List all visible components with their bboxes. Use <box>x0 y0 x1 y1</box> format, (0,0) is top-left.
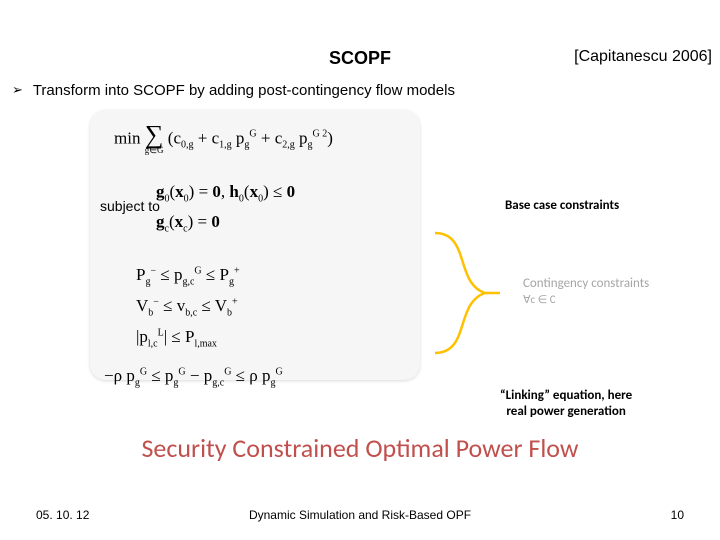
annotation-linking-l1: “Linking” equation, here <box>500 388 632 403</box>
footer-middle: Dynamic Simulation and Risk-Based OPF <box>0 508 720 522</box>
slide: SCOPF [Capitanescu 2006] ➢ Transform int… <box>0 0 720 540</box>
bullet-text: Transform into SCOPF by adding post-cont… <box>33 82 455 99</box>
math-gc: gc(xc) = 0 <box>156 211 406 236</box>
section-title: Security Constrained Optimal Power Flow <box>0 432 720 464</box>
subject-to-label: subject to <box>100 198 160 214</box>
annotation-contingency: Contingency constraints ∀c ∈ C <box>523 276 649 306</box>
annotation-linking-l2: real power generation <box>506 404 626 419</box>
annotation-contingency-l1: Contingency constraints <box>523 276 649 291</box>
math-pl: |pl,cL| ≤ Pl,max <box>136 326 406 351</box>
math-box: min ∑g∈G (c0,g + c1,g pgG + c2,g pgG 2) … <box>90 110 420 380</box>
bullet-main: ➢ Transform into SCOPF by adding post-co… <box>12 82 708 99</box>
math-vb: Vb− ≤ vb,c ≤ Vb+ <box>136 295 406 320</box>
math-objective: min ∑g∈G (c0,g + c1,g pgG + c2,g pgG 2) <box>114 122 406 157</box>
math-pg: Pg− ≤ pg,cG ≤ Pg+ <box>136 264 406 289</box>
math-linking: −ρ pgG ≤ pgG − pg,cG ≤ ρ pgG <box>104 365 406 390</box>
brace-icon <box>430 228 500 358</box>
footer-page-number: 10 <box>671 508 684 522</box>
bullet-marker: ➢ <box>12 82 23 98</box>
annotation-base: Base case constraints <box>505 198 619 213</box>
annotation-contingency-l2: ∀c ∈ C <box>523 293 649 306</box>
math-g0: g0(x0) = 0, h0(x0) ≤ 0 <box>156 181 406 206</box>
annotation-linking: “Linking” equation, here real power gene… <box>500 388 632 419</box>
citation: [Capitanescu 2006] <box>574 48 712 66</box>
